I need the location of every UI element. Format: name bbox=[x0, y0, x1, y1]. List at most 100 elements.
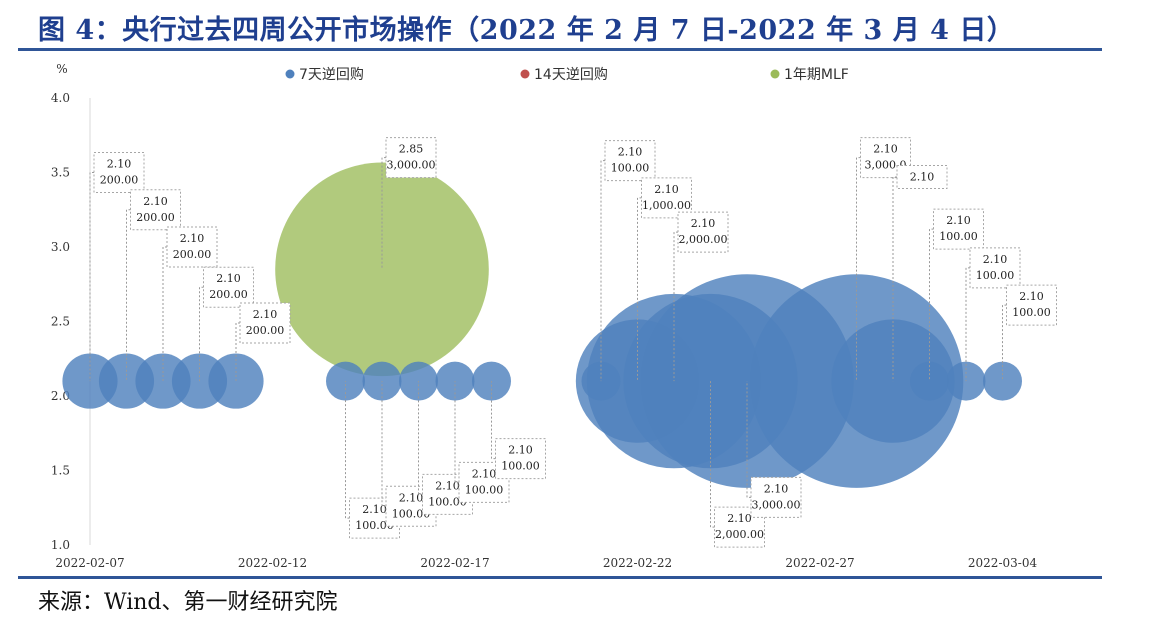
data-label: 1,000.00 bbox=[642, 199, 691, 212]
leader-line bbox=[929, 228, 934, 382]
x-tick-label: 2022-02-17 bbox=[420, 556, 489, 570]
data-label: 100.00 bbox=[501, 460, 540, 473]
bubble-point bbox=[910, 361, 949, 401]
bubble-point bbox=[983, 361, 1022, 401]
data-label: 100.00 bbox=[611, 162, 650, 175]
data-label: 3,000.00 bbox=[752, 498, 801, 511]
data-label: 2.10 bbox=[764, 482, 789, 495]
data-label: 2.10 bbox=[508, 444, 533, 457]
data-label: 2.10 bbox=[472, 467, 497, 480]
bubble-point bbox=[275, 162, 489, 377]
legend-marker bbox=[770, 69, 780, 79]
x-tick-label: 2022-02-22 bbox=[603, 556, 672, 570]
data-label: 2.10 bbox=[143, 195, 168, 208]
data-label: 100.00 bbox=[428, 495, 467, 508]
leader-line bbox=[418, 381, 423, 495]
y-tick-label: 3.0 bbox=[51, 240, 70, 254]
data-label: 2.10 bbox=[618, 146, 643, 159]
data-label: 100.00 bbox=[355, 519, 394, 532]
data-label: 2,000.00 bbox=[715, 528, 764, 541]
leader-line bbox=[345, 381, 350, 519]
data-label: 2.10 bbox=[654, 183, 679, 196]
data-label: 2.10 bbox=[107, 158, 132, 171]
title-rule bbox=[18, 48, 1102, 51]
data-label: 200.00 bbox=[246, 324, 285, 337]
leader-line bbox=[454, 381, 459, 483]
data-label: 200.00 bbox=[173, 248, 212, 261]
x-tick-label: 2022-03-04 bbox=[968, 556, 1038, 570]
data-label-box bbox=[1006, 284, 1057, 326]
leader-line bbox=[381, 381, 386, 507]
data-label-box bbox=[969, 247, 1021, 289]
data-label-box bbox=[604, 140, 656, 182]
data-label: 2.10 bbox=[362, 503, 387, 516]
data-label: 200.00 bbox=[209, 288, 248, 301]
data-label-box bbox=[495, 438, 546, 480]
chart-axes: 1.01.52.02.53.03.54.0%2022-02-07 2022-02-… bbox=[51, 62, 1038, 570]
legend-marker bbox=[285, 69, 295, 79]
data-label-box bbox=[166, 226, 218, 268]
data-label-box bbox=[750, 476, 802, 518]
leader-line bbox=[673, 231, 678, 382]
data-label: 2.10 bbox=[399, 491, 424, 504]
x-tick-label: 2022-02-12 bbox=[238, 556, 307, 570]
bubble-point bbox=[575, 319, 700, 443]
data-label: 2.10 bbox=[910, 170, 935, 183]
data-label: 200.00 bbox=[136, 211, 175, 224]
data-label: 2.10 bbox=[253, 308, 278, 321]
data-label: 100.00 bbox=[392, 507, 431, 520]
leader-line bbox=[965, 267, 970, 382]
x-tick-label: 2022-02-07 bbox=[55, 556, 124, 570]
chart-title: 图 4：央行过去四周公开市场操作（2022 年 2 月 7 日-2022 年 3… bbox=[38, 15, 1015, 46]
y-tick-label: 3.5 bbox=[51, 166, 70, 180]
data-label: 2.10 bbox=[727, 512, 752, 525]
leader-line bbox=[491, 381, 496, 460]
leader-line bbox=[856, 157, 861, 382]
data-label-box bbox=[896, 164, 948, 189]
data-label: 2.10 bbox=[216, 272, 241, 285]
y-axis-unit: % bbox=[56, 62, 67, 76]
source-note: 来源：Wind、第一财经研究院 bbox=[38, 590, 338, 615]
data-label-box bbox=[933, 208, 984, 250]
legend-marker bbox=[520, 69, 530, 79]
data-label: 2.10 bbox=[1019, 290, 1044, 303]
y-tick-label: 1.5 bbox=[51, 464, 70, 478]
data-label-box bbox=[93, 152, 145, 193]
y-tick-label: 1.0 bbox=[51, 538, 70, 552]
data-label-box bbox=[130, 189, 181, 231]
data-label-layer: 2.10 200.00 2.10 200.00 2.10 200.00 2.10 200.00… bbox=[89, 137, 1057, 548]
data-label: 100.00 bbox=[976, 269, 1015, 282]
leader-line bbox=[199, 286, 204, 382]
data-label: 2.10 bbox=[873, 143, 898, 156]
leader-line bbox=[89, 172, 94, 382]
data-label-box bbox=[239, 302, 291, 344]
bubble-layer bbox=[62, 162, 1022, 488]
data-label: 2.10 bbox=[946, 214, 971, 227]
data-label-box bbox=[677, 211, 729, 253]
data-label-box bbox=[385, 137, 437, 179]
leader-line bbox=[381, 157, 386, 270]
data-label: 200.00 bbox=[100, 174, 139, 187]
legend: 7天逆回购 14天逆回购 1年期MLF bbox=[285, 67, 849, 83]
leader-line bbox=[710, 381, 715, 528]
legend-label: 14天逆回购 bbox=[534, 67, 608, 83]
bubble-point bbox=[208, 353, 264, 409]
leader-line bbox=[1002, 304, 1007, 382]
data-label: 2.10 bbox=[691, 217, 716, 230]
leader-line bbox=[892, 176, 897, 382]
x-tick-label: 2022-02-27 bbox=[785, 556, 854, 570]
legend-label: 1年期MLF bbox=[784, 67, 849, 83]
leader-line bbox=[637, 197, 642, 382]
leader-line bbox=[235, 322, 240, 382]
data-label: 3,000.0 bbox=[865, 159, 907, 172]
data-label: 3,000.00 bbox=[387, 159, 436, 172]
leader-line bbox=[746, 381, 751, 498]
data-label-box bbox=[203, 266, 254, 308]
data-label: 2.85 bbox=[399, 143, 424, 156]
leader-line bbox=[162, 246, 167, 382]
data-label-box bbox=[641, 177, 692, 219]
data-label: 2,000.00 bbox=[679, 233, 728, 246]
source-rule bbox=[18, 576, 1102, 579]
y-tick-label: 4.0 bbox=[51, 91, 70, 105]
